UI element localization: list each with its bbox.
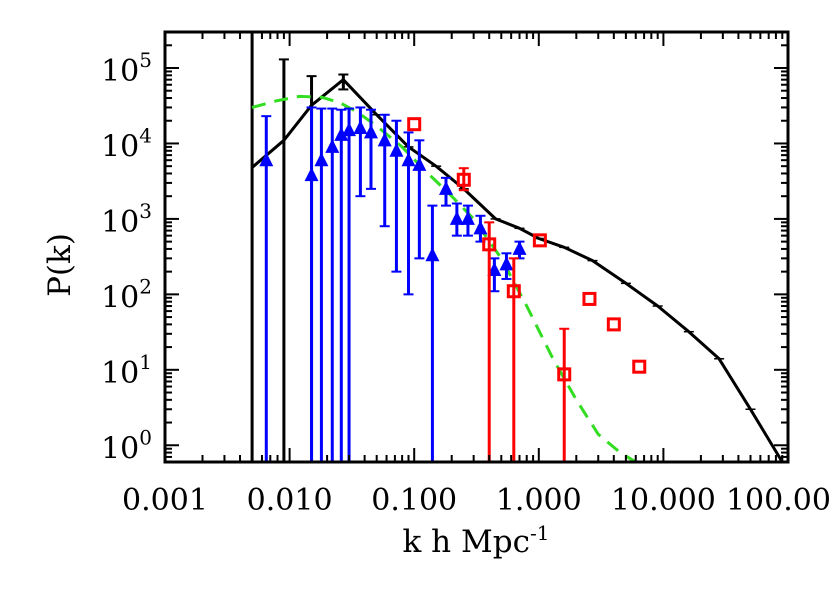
blue-triangles-point xyxy=(401,152,416,167)
x-axis-title: k h Mpc-1 xyxy=(403,521,550,560)
red-squares-point xyxy=(506,284,521,299)
y-tick-label-base: 10 xyxy=(101,356,139,391)
y-tick-label-base: 10 xyxy=(101,431,139,466)
blue-triangles-point xyxy=(304,167,319,182)
x-tick-label: 0.010 xyxy=(247,483,333,518)
y-tick-label-exponent: 5 xyxy=(139,48,152,72)
blue-triangles-point xyxy=(334,126,349,141)
y-tick-label-exponent: 0 xyxy=(139,425,152,449)
x-tick-label: 100.000 xyxy=(726,483,830,518)
x-tick-label: 0.001 xyxy=(122,483,208,518)
y-tick-label-base: 10 xyxy=(101,205,139,240)
y-tick-label-exponent: 3 xyxy=(139,199,152,223)
plot-frame xyxy=(163,30,790,464)
blue-triangles-point xyxy=(412,156,427,171)
x-axis-title-exponent: -1 xyxy=(530,521,549,545)
blue-triangles-point xyxy=(439,180,454,195)
blue-triangles-point xyxy=(363,124,378,139)
red-squares-point xyxy=(456,172,471,187)
blue-triangles-point xyxy=(473,220,488,235)
blue-triangles-point xyxy=(499,256,514,271)
x-tick-label: 10.000 xyxy=(611,483,716,518)
y-tick-label: 105 xyxy=(101,48,152,89)
blue-triangles-point xyxy=(449,210,464,225)
red-squares-point xyxy=(557,367,572,382)
red-squares-point xyxy=(482,237,497,252)
blue-triangles-point xyxy=(377,132,392,147)
y-tick-label-base: 10 xyxy=(101,280,139,315)
blue-triangles-point xyxy=(314,152,329,167)
blue-triangles-point xyxy=(353,120,368,135)
blue-triangles-point xyxy=(460,210,475,225)
y-tick-label-exponent: 2 xyxy=(139,274,152,298)
red-squares-point xyxy=(532,233,547,248)
axis-labels: k h Mpc-1 P(k) 0.001 0.010 0.100 1.000 10.00… xyxy=(42,48,830,560)
blue-triangles-point xyxy=(425,247,440,262)
blue-triangles-point xyxy=(259,152,274,167)
y-tick-label: 100 xyxy=(101,425,152,466)
dashed-fit-path xyxy=(251,94,637,462)
dashed-fit xyxy=(251,94,637,462)
y-axis-title: P(k) xyxy=(42,233,78,297)
x-tick-label: 1.000 xyxy=(496,483,582,518)
y-tick-label-base: 10 xyxy=(101,54,139,89)
y-tick-label-exponent: 4 xyxy=(139,123,152,147)
blue-triangles xyxy=(259,106,527,462)
red-squares xyxy=(407,117,647,462)
y-tick-label: 103 xyxy=(101,199,152,240)
blue-triangles-point xyxy=(342,122,357,137)
x-tick-label: 0.100 xyxy=(371,483,457,518)
red-squares-point xyxy=(582,291,597,306)
blue-triangles-point xyxy=(389,142,404,157)
red-squares-point xyxy=(632,359,647,374)
blue-triangles-point xyxy=(512,240,527,255)
axes xyxy=(163,30,790,464)
red-squares-point xyxy=(606,317,621,332)
blue-triangles-point xyxy=(487,262,502,277)
y-tick-label: 102 xyxy=(101,274,152,315)
y-tick-label-exponent: 1 xyxy=(139,350,152,374)
y-tick-label: 104 xyxy=(101,123,152,164)
y-tick-label: 101 xyxy=(101,350,152,391)
red-squares-point xyxy=(407,117,422,132)
blue-triangles-point xyxy=(325,138,340,153)
y-tick-label-base: 10 xyxy=(101,129,139,164)
series-layer xyxy=(250,32,788,462)
